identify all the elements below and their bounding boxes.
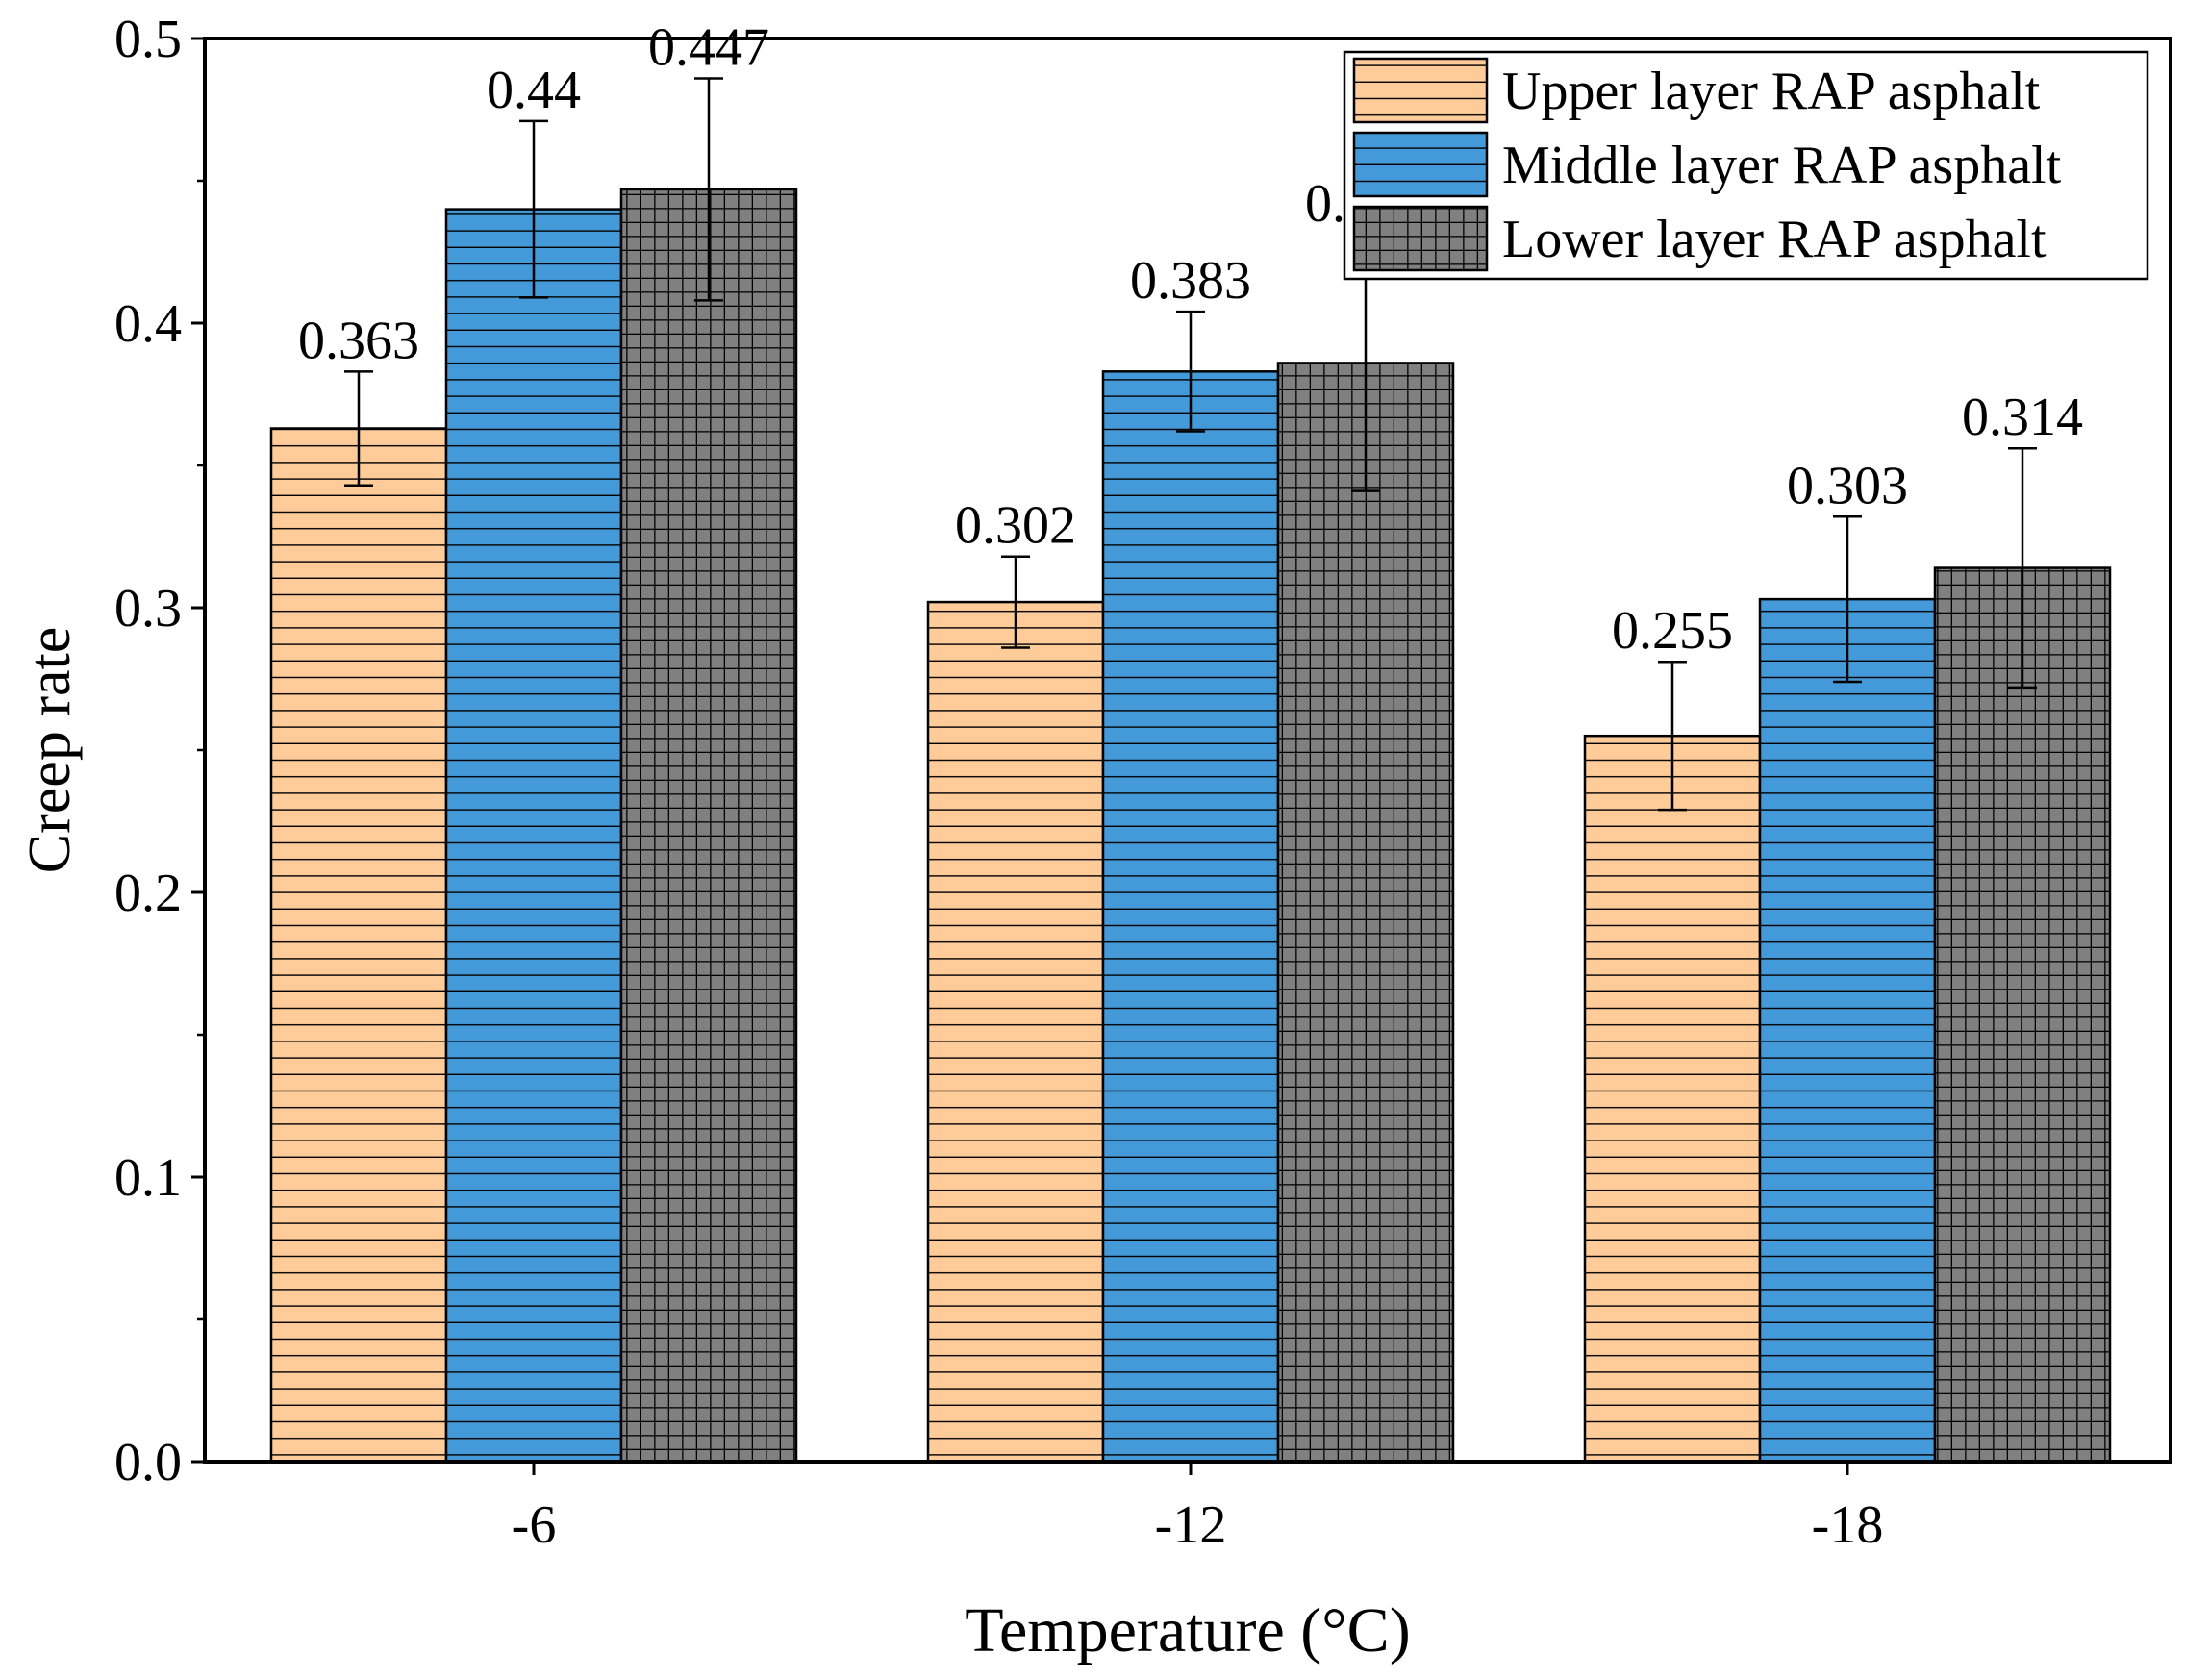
bars-layer	[269, 188, 2112, 1464]
data-label: 0.447	[648, 17, 769, 77]
bar-pattern	[1101, 370, 1280, 1464]
y-tick-label: 0.3	[114, 579, 182, 639]
x-axis-label: Temperature (°C)	[965, 1595, 1410, 1666]
bar-2-1	[444, 208, 623, 1464]
y-tick-label: 0.2	[114, 864, 182, 923]
data-label: 0.44	[487, 61, 581, 120]
x-tick-label: -18	[1812, 1495, 1884, 1555]
bar-pattern	[1758, 597, 1937, 1464]
bar-3-3	[1933, 566, 2112, 1464]
data-label: 0.255	[1612, 601, 1733, 661]
legend-swatch-pattern	[1352, 205, 1489, 272]
x-axis: -6 -12 -18	[512, 1462, 1884, 1555]
bar-3-2	[1276, 362, 1455, 1464]
bar-pattern	[444, 208, 623, 1464]
error-bar	[2008, 446, 2037, 690]
y-axis: 0.0 0.1 0.2 0.3 0.4 0.5	[114, 10, 205, 1492]
y-tick-label: 0.4	[114, 294, 182, 354]
bar-pattern	[1933, 566, 2112, 1464]
bar-3-1	[619, 188, 798, 1464]
error-bar	[1176, 310, 1205, 433]
y-tick-label: 0.1	[114, 1148, 182, 1208]
data-label: 0.383	[1130, 251, 1251, 311]
legend-label: Middle layer RAP asphalt	[1502, 136, 2062, 195]
x-tick-label: -12	[1155, 1495, 1227, 1555]
error-bar	[344, 370, 373, 487]
bar-pattern	[926, 600, 1105, 1464]
bar-pattern	[269, 427, 448, 1464]
error-bar	[1833, 515, 1862, 684]
bar-1-2	[926, 600, 1105, 1464]
x-tick-label: -6	[512, 1495, 557, 1555]
data-label: 0.302	[955, 496, 1076, 556]
legend-entry-2: Middle layer RAP asphalt	[1352, 131, 2062, 198]
data-label: 0.363	[298, 311, 419, 370]
value-labels-layer: 0.3630.3020.2550.440.3830.3030.4470.3860…	[298, 17, 2083, 661]
bar-pattern	[1276, 362, 1455, 1464]
data-label: 0.314	[1962, 388, 2083, 447]
bar-2-2	[1101, 370, 1280, 1464]
bar-1-3	[1583, 734, 1762, 1464]
error-bars-layer	[344, 77, 2037, 812]
bar-pattern	[619, 188, 798, 1464]
legend-swatch-pattern	[1352, 57, 1489, 124]
data-label: 0.303	[1787, 456, 1908, 515]
legend-swatch-pattern	[1352, 131, 1489, 198]
y-axis-label: Creep rate	[17, 627, 83, 873]
bar-1-1	[269, 427, 448, 1464]
legend: Upper layer RAP asphalt Middle layer RAP …	[1343, 50, 2149, 281]
legend-label: Upper layer RAP asphalt	[1502, 62, 2041, 121]
legend-entry-1: Upper layer RAP asphalt	[1352, 57, 2041, 124]
error-bar	[519, 119, 548, 299]
y-tick-label: 0.5	[114, 10, 182, 69]
error-bar	[1658, 660, 1687, 812]
bar-2-3	[1758, 597, 1937, 1464]
legend-label: Lower layer RAP asphalt	[1502, 210, 2047, 269]
y-tick-label: 0.0	[114, 1433, 182, 1492]
error-bar	[1001, 555, 1030, 649]
bar-pattern	[1583, 734, 1762, 1464]
error-bar	[694, 77, 723, 302]
legend-entry-3: Lower layer RAP asphalt	[1352, 205, 2047, 272]
